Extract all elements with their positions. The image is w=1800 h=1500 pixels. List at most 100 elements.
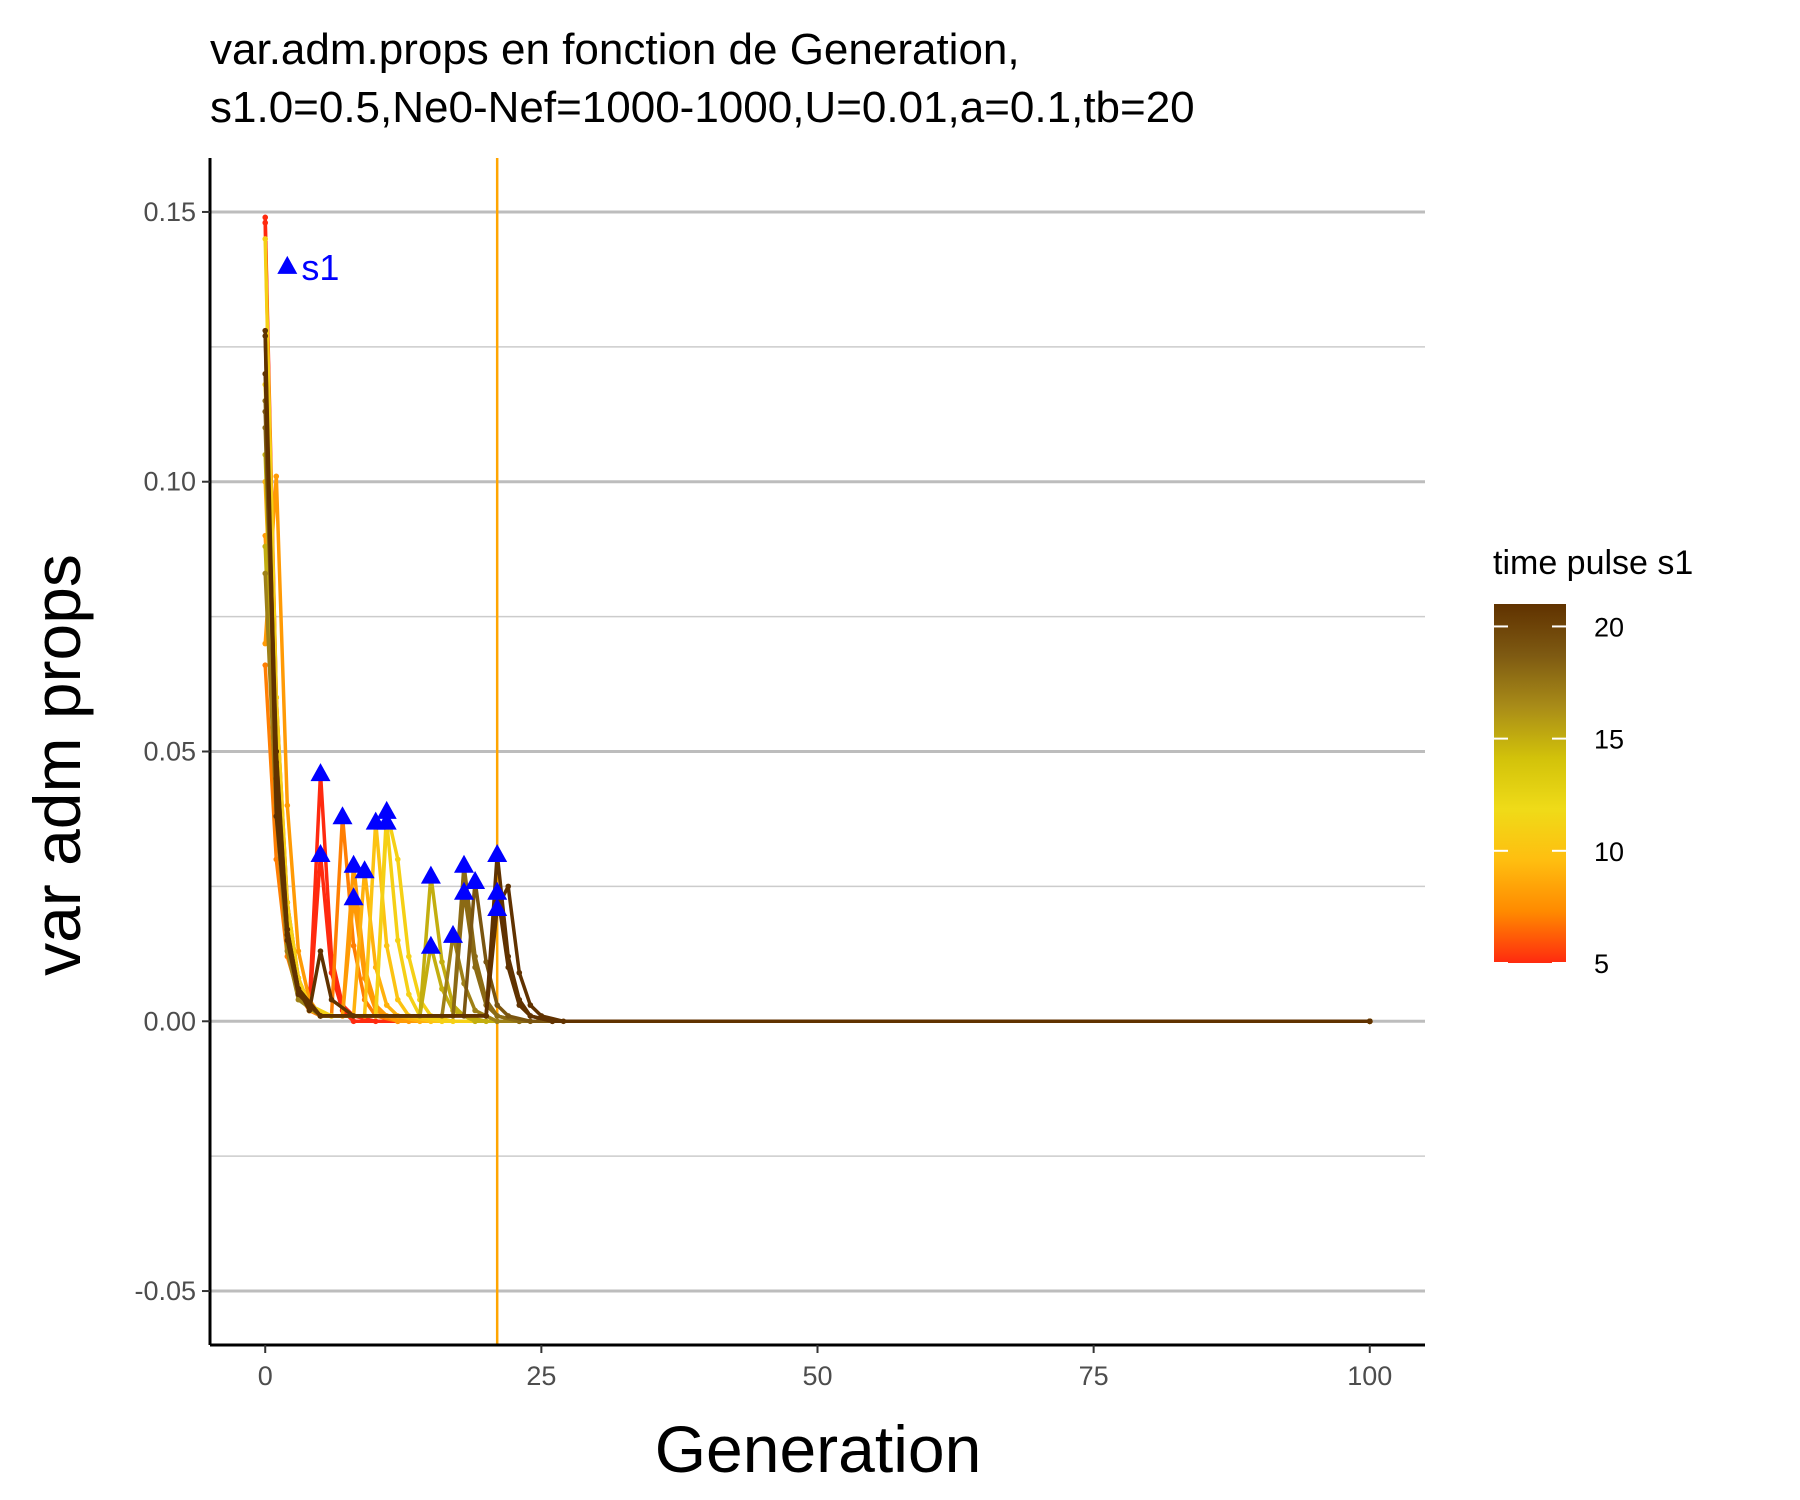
series-point (317, 1013, 324, 1019)
axes: -0.05 0.00 0.05 0.10 0.15 0 25 50 75 100 (134, 158, 1425, 1391)
series-point (394, 937, 401, 944)
legend-colorbar (1494, 604, 1566, 963)
series-point (516, 1002, 523, 1008)
pulse-marker (420, 935, 441, 954)
series-point (394, 1018, 401, 1025)
series-line (263, 238, 1370, 1024)
pulse-marker (454, 854, 474, 873)
series-point (317, 948, 324, 954)
legend-title: time pulse s1 (1493, 544, 1693, 582)
pulse-marker (465, 871, 486, 889)
series-point (273, 856, 280, 863)
series-point (527, 1002, 534, 1008)
series-point (262, 570, 269, 577)
gridlines (210, 210, 1425, 1293)
pulse-marker (310, 763, 331, 782)
series-point (383, 942, 390, 949)
chart-title-line2: s1.0=0.5,Ne0-Nef=1000-1000,U=0.01,a=0.1,… (210, 83, 1195, 132)
series-point (273, 473, 280, 480)
legend-tick-label: 15 (1594, 725, 1624, 755)
pulse-marker (310, 844, 331, 862)
series-point (273, 748, 280, 755)
pulse-marker (487, 898, 508, 916)
series-point (350, 1018, 357, 1025)
pulse-marker (343, 887, 364, 906)
series-point (483, 959, 489, 965)
series-point (284, 802, 291, 809)
series-line (263, 384, 1370, 1024)
pulse-marker (376, 800, 397, 819)
x-tick-label: 25 (526, 1361, 556, 1391)
s1-annotation: s1 (277, 247, 339, 288)
x-axis-title: Generation (655, 1412, 982, 1486)
series-line (263, 400, 1370, 1024)
series-point (439, 986, 445, 992)
series-point (406, 953, 412, 960)
pulse-marker (487, 881, 508, 900)
x-tick-label: 0 (258, 1361, 273, 1391)
pulse-marker (454, 881, 474, 900)
legend-ticks: 5 10 15 20 (1494, 612, 1624, 979)
series-point (262, 219, 269, 226)
series-line (263, 411, 1370, 1024)
series-point (494, 1002, 500, 1008)
series-point (262, 371, 269, 377)
series-point (505, 1013, 512, 1019)
pulse-marker (343, 854, 364, 873)
series-point (284, 926, 291, 933)
series-point (527, 1018, 534, 1025)
chart-title-line1: var.adm.props en fonction de Generation, (210, 25, 1020, 74)
series-point (295, 996, 302, 1003)
series-line (263, 427, 1370, 1024)
y-tick-label: -0.05 (134, 1276, 196, 1306)
x-tick-label: 100 (1347, 1361, 1392, 1391)
annotation-marker (277, 255, 298, 274)
legend-tick-label: 10 (1594, 837, 1624, 867)
legend-tick-label: 5 (1594, 949, 1609, 979)
series-point (306, 1007, 313, 1014)
series-point (439, 959, 445, 965)
legend: time pulse s1 5 10 15 20 (1493, 544, 1693, 979)
series-point (394, 996, 401, 1003)
series-point (262, 236, 269, 242)
series-point (549, 1018, 556, 1025)
legend-tick-label: 20 (1594, 612, 1624, 642)
y-tick-label: 0.15 (143, 197, 196, 227)
y-tick-label: 0.05 (143, 737, 196, 767)
pulse-marker (354, 860, 375, 879)
series-point (472, 1018, 478, 1025)
annotation-label: s1 (301, 247, 339, 288)
pulse-marker (420, 865, 441, 884)
series-point (262, 662, 269, 668)
y-tick-label: 0.10 (143, 467, 196, 497)
series-line (263, 665, 1370, 1024)
pulse-marker (487, 844, 508, 862)
series-point (472, 964, 478, 971)
series-line (263, 222, 1370, 1024)
series-point (295, 986, 302, 992)
pulse-marker (443, 924, 463, 943)
series-point (494, 1013, 500, 1019)
series-line (263, 330, 1370, 1024)
series-line (263, 336, 1370, 1024)
series-point (262, 214, 269, 221)
x-tick-label: 50 (802, 1361, 832, 1391)
series-point (494, 1018, 500, 1025)
series-point (505, 964, 512, 971)
pulse-markers (310, 763, 508, 954)
series-point (505, 883, 512, 890)
series-point (527, 1013, 534, 1019)
series-line (263, 373, 1370, 1024)
y-axis-title: var adm props (20, 554, 94, 976)
series-line (263, 373, 1370, 1024)
pulse-marker (376, 811, 397, 830)
pulse-marker (332, 806, 353, 825)
series-point (1366, 1018, 1373, 1025)
series-point (394, 856, 401, 863)
series-point (406, 991, 412, 998)
series-point (516, 969, 523, 976)
series-point (328, 996, 335, 1003)
series-point (439, 1018, 445, 1025)
x-tick-label: 75 (1079, 1361, 1109, 1391)
